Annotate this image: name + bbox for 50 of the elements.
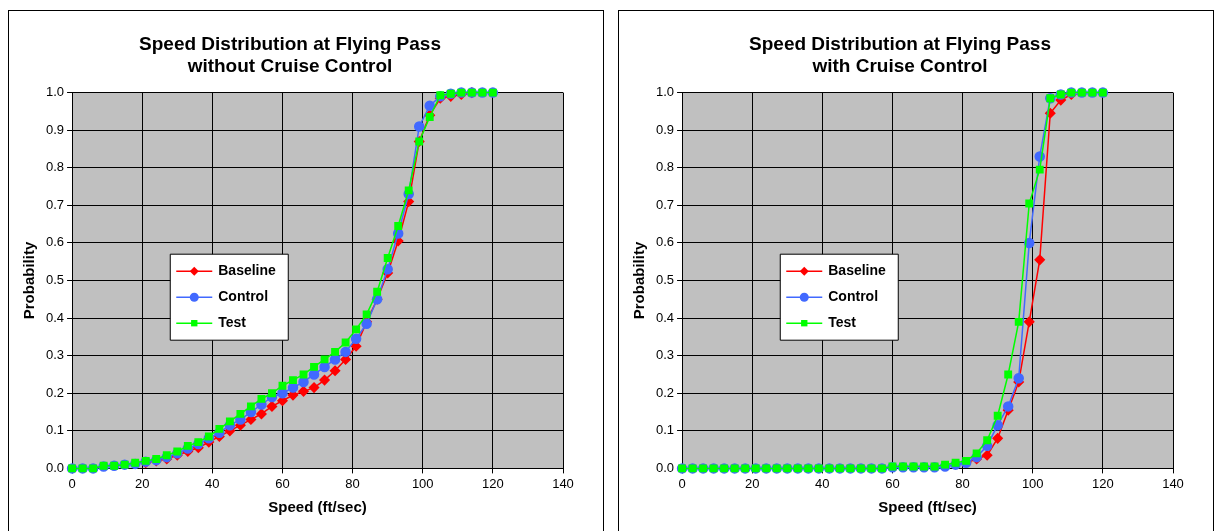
legend-label: Baseline xyxy=(218,262,277,279)
x-tick-label: 100 xyxy=(1021,475,1044,491)
y-tick-label: 0.4 xyxy=(655,309,675,325)
x-tick-label: 80 xyxy=(955,475,970,491)
y-tick-label: 1.0 xyxy=(45,84,65,100)
y-tick-label: 0.3 xyxy=(45,347,65,363)
x-tick-label: 60 xyxy=(885,475,900,491)
x-tick-label: 80 xyxy=(345,475,360,491)
y-tick-label: 0.3 xyxy=(655,347,675,363)
x-tick-label: 140 xyxy=(1162,475,1184,491)
x-tick-label: 20 xyxy=(134,475,150,491)
y-tick-label: 0.4 xyxy=(45,309,65,325)
y-tick-label: 0.0 xyxy=(45,459,65,475)
y-tick-label: 0.8 xyxy=(655,159,675,175)
y-tick-label: 0.2 xyxy=(655,384,675,400)
chart-title: Speed Distribution at Flying Pass with Cruise Control xyxy=(749,32,1051,77)
x-axis-title: Speed (ft/sec) xyxy=(878,498,977,516)
x-tick-label: 120 xyxy=(1092,475,1114,491)
y-tick-label: 0.8 xyxy=(45,159,65,175)
y-tick-label: 0.0 xyxy=(655,459,675,475)
x-tick-label: 0 xyxy=(68,475,76,491)
y-tick-label: 0.7 xyxy=(655,196,675,212)
x-tick-label: 40 xyxy=(205,475,220,491)
x-tick-label: 60 xyxy=(275,475,290,491)
y-tick-label: 0.6 xyxy=(45,234,65,250)
y-tick-label: 0.2 xyxy=(45,384,65,400)
legend-label: Baseline xyxy=(828,262,887,279)
y-tick-label: 0.5 xyxy=(45,272,65,288)
legend-label: Control xyxy=(828,288,879,305)
x-tick-label: 20 xyxy=(744,475,760,491)
y-tick-label: 1.0 xyxy=(655,84,675,100)
y-tick-label: 0.9 xyxy=(655,121,675,137)
legend-label: Test xyxy=(828,314,857,331)
y-axis-title: Probability xyxy=(20,241,38,320)
chart-title: Speed Distribution at Flying Pass without Cruise Control xyxy=(139,32,441,77)
y-tick-label: 0.1 xyxy=(45,422,65,438)
legend-label: Test xyxy=(218,314,247,331)
legend-label: Control xyxy=(218,288,269,305)
x-tick-label: 140 xyxy=(552,475,574,491)
x-tick-label: 0 xyxy=(678,475,686,491)
x-tick-label: 120 xyxy=(482,475,504,491)
x-axis-title: Speed (ft/sec) xyxy=(268,498,367,516)
x-tick-label: 40 xyxy=(815,475,830,491)
y-tick-label: 0.9 xyxy=(45,121,65,137)
y-tick-label: 0.5 xyxy=(655,272,675,288)
y-tick-label: 0.6 xyxy=(655,234,675,250)
y-axis-title: Probability xyxy=(630,241,648,320)
y-tick-label: 0.1 xyxy=(655,422,675,438)
y-tick-label: 0.7 xyxy=(45,196,65,212)
x-tick-label: 100 xyxy=(411,475,434,491)
